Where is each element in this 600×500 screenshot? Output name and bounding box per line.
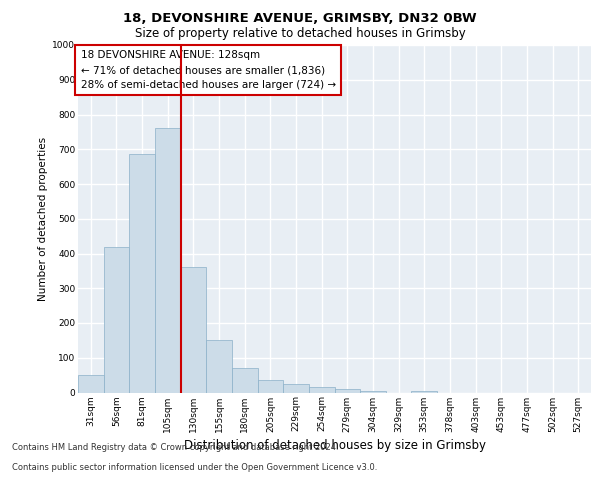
- Bar: [257, 380, 283, 392]
- Text: Contains public sector information licensed under the Open Government Licence v3: Contains public sector information licen…: [12, 462, 377, 471]
- Bar: [181, 268, 206, 392]
- Bar: [283, 384, 309, 392]
- Bar: [232, 368, 257, 392]
- Bar: [206, 340, 232, 392]
- Bar: [130, 154, 155, 392]
- Bar: [104, 246, 130, 392]
- Text: 18, DEVONSHIRE AVENUE, GRIMSBY, DN32 0BW: 18, DEVONSHIRE AVENUE, GRIMSBY, DN32 0BW: [123, 12, 477, 26]
- Bar: [78, 375, 104, 392]
- Bar: [335, 389, 360, 392]
- Bar: [309, 388, 335, 392]
- X-axis label: Distribution of detached houses by size in Grimsby: Distribution of detached houses by size …: [184, 438, 485, 452]
- Text: Contains HM Land Registry data © Crown copyright and database right 2024.: Contains HM Land Registry data © Crown c…: [12, 442, 338, 452]
- Text: Size of property relative to detached houses in Grimsby: Size of property relative to detached ho…: [134, 28, 466, 40]
- Y-axis label: Number of detached properties: Number of detached properties: [38, 136, 48, 301]
- Bar: [155, 128, 181, 392]
- Bar: [412, 391, 437, 392]
- Bar: [360, 391, 386, 392]
- Text: 18 DEVONSHIRE AVENUE: 128sqm
← 71% of detached houses are smaller (1,836)
28% of: 18 DEVONSHIRE AVENUE: 128sqm ← 71% of de…: [80, 50, 335, 90]
